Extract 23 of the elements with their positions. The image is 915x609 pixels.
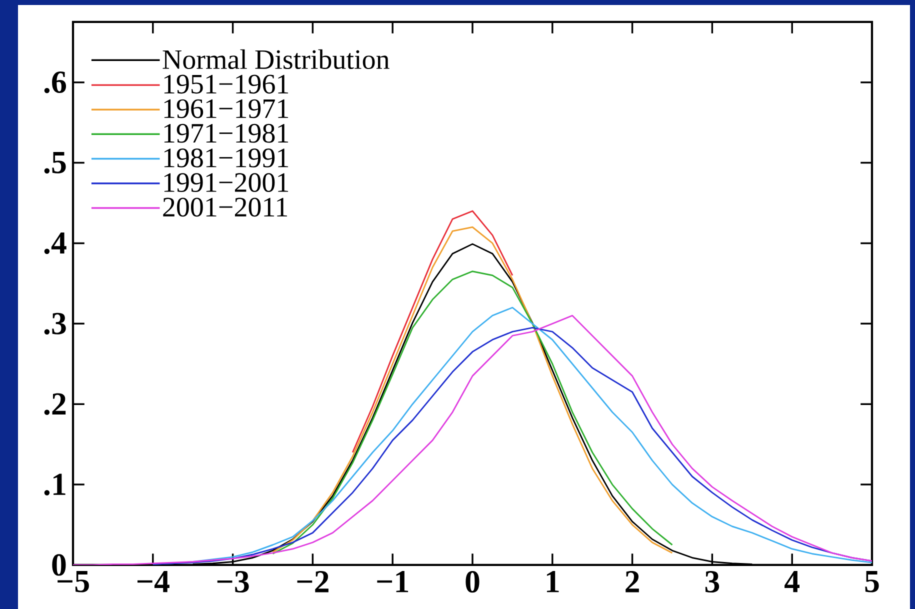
legend-label: 1981−1991	[164, 148, 288, 168]
y-tick-label: .5	[44, 152, 66, 174]
x-tick-label: −4	[137, 571, 170, 592]
x-tick-label: 5	[865, 571, 879, 592]
x-tick-label: −1	[377, 571, 408, 592]
x-tick-label: 4	[784, 571, 800, 592]
y-tick-label: .2	[44, 393, 66, 415]
y-tick-label: .6	[44, 72, 66, 94]
legend-label: 1991−2001	[164, 173, 288, 192]
y-tick-label: .3	[44, 312, 66, 334]
y-tick-label: .4	[44, 232, 66, 254]
x-tick-label: 3	[705, 571, 720, 593]
x-tick-label: 0	[466, 571, 480, 593]
legend-label: 1951−1961	[164, 74, 288, 94]
x-tick-label: 1	[546, 571, 559, 592]
legend-label: Normal Distribution	[162, 49, 390, 70]
y-tick-label: .1	[44, 474, 66, 496]
x-tick-label: −3	[217, 571, 249, 593]
x-tick-label: 2	[626, 571, 639, 592]
legend-label: 1961−1971	[164, 99, 288, 118]
x-tick-label: −2	[297, 571, 328, 592]
legend-label: 2001−2011	[163, 198, 288, 217]
legend-label: 1971−1981	[164, 124, 288, 143]
